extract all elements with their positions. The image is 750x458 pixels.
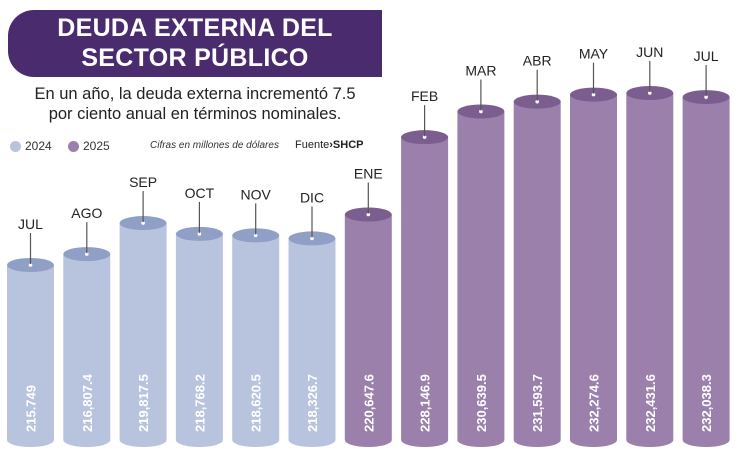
bar-top-dot-4 bbox=[253, 233, 258, 238]
value-label-7: 228,146.9 bbox=[418, 374, 433, 432]
source-name: SHCP bbox=[332, 139, 364, 151]
bar-top-dot-11 bbox=[648, 91, 652, 95]
month-label-1: AGO bbox=[71, 205, 102, 221]
legend-swatch-2024 bbox=[10, 140, 21, 152]
bar-3 bbox=[175, 233, 223, 447]
bar-9 bbox=[513, 101, 561, 448]
value-label-12: 232,038.3 bbox=[699, 374, 714, 432]
value-label-2: 219,817.5 bbox=[136, 374, 151, 432]
bar-top-dot-10 bbox=[591, 92, 596, 97]
legend-item-2024: 2024 bbox=[10, 139, 52, 153]
value-label-0: 215.749 bbox=[24, 385, 39, 432]
bar-top-dot-6 bbox=[366, 212, 371, 217]
value-label-5: 218,326.7 bbox=[305, 374, 320, 432]
value-label-9: 231,593.7 bbox=[530, 374, 545, 432]
legend-label-2025: 2025 bbox=[83, 139, 110, 153]
title-line-2: SECTOR PÚBLICO bbox=[81, 44, 309, 72]
bar-12 bbox=[682, 97, 730, 448]
value-label-3: 218,768.2 bbox=[192, 374, 207, 432]
bar-7 bbox=[401, 137, 449, 448]
month-label-5: DIC bbox=[300, 189, 324, 205]
bar-top-dot-8 bbox=[479, 109, 483, 114]
title-line-1: DEUDA EXTERNA DEL bbox=[57, 14, 333, 42]
bar-5 bbox=[288, 238, 336, 448]
month-label-3: OCT bbox=[185, 185, 215, 201]
bar-top-dot-12 bbox=[704, 95, 708, 99]
value-label-1: 216,807.4 bbox=[80, 373, 95, 432]
month-label-12: JUL bbox=[694, 48, 719, 64]
subtitle-line-1: En un año, la deuda externa incrementó 7… bbox=[34, 85, 356, 103]
value-label-11: 232,431.6 bbox=[643, 374, 658, 432]
month-label-7: FEB bbox=[411, 88, 438, 104]
value-label-4: 218,620.5 bbox=[249, 374, 264, 432]
source-arrow: › bbox=[329, 139, 333, 151]
bar-top-dot-3 bbox=[197, 232, 202, 236]
bar-6 bbox=[344, 214, 392, 447]
chart-title: DEUDA EXTERNA DEL SECTOR PÚBLICO bbox=[8, 13, 382, 73]
month-label-11: JUN bbox=[636, 44, 663, 60]
subtitle-line-2: por ciento anual en términos nominales. bbox=[48, 105, 342, 123]
title-banner bbox=[8, 10, 382, 77]
bar-0 bbox=[7, 265, 54, 448]
value-label-10: 232,274.6 bbox=[587, 374, 602, 432]
value-label-8: 230,639.5 bbox=[474, 374, 489, 432]
units-note: Cifras en millones de dólares bbox=[150, 140, 279, 151]
bar-1 bbox=[63, 254, 111, 448]
legend-swatch-2025 bbox=[68, 140, 79, 152]
month-label-10: MAY bbox=[579, 46, 609, 62]
source-label: Fuente bbox=[295, 139, 330, 151]
month-label-8: MAR bbox=[465, 62, 496, 78]
bar-top-dot-2 bbox=[141, 221, 145, 225]
bar-2 bbox=[119, 223, 167, 447]
month-label-4: NOV bbox=[241, 186, 272, 202]
source: Fuente›SHCP bbox=[295, 139, 363, 151]
chart-subtitle: En un año, la deuda externa incrementó 7… bbox=[8, 84, 382, 124]
bar-8 bbox=[457, 111, 505, 448]
bar-top-dot-9 bbox=[535, 99, 539, 104]
bar-top-dot-1 bbox=[85, 252, 89, 256]
month-label-0: JUL bbox=[18, 216, 43, 232]
value-label-6: 220,647.6 bbox=[361, 374, 376, 432]
bar-4 bbox=[232, 235, 280, 447]
bar-top-dot-0 bbox=[28, 263, 33, 267]
month-label-6: ENE bbox=[354, 166, 383, 182]
month-label-9: ABR bbox=[523, 53, 552, 69]
bar-11 bbox=[626, 93, 674, 448]
bar-top-dot-7 bbox=[422, 135, 427, 139]
bar-top-dot-5 bbox=[310, 236, 314, 241]
month-label-2: SEP bbox=[129, 174, 157, 190]
legend-item-2025: 2025 bbox=[68, 139, 110, 153]
legend-label-2024: 2024 bbox=[25, 139, 52, 153]
bar-10 bbox=[570, 94, 617, 448]
